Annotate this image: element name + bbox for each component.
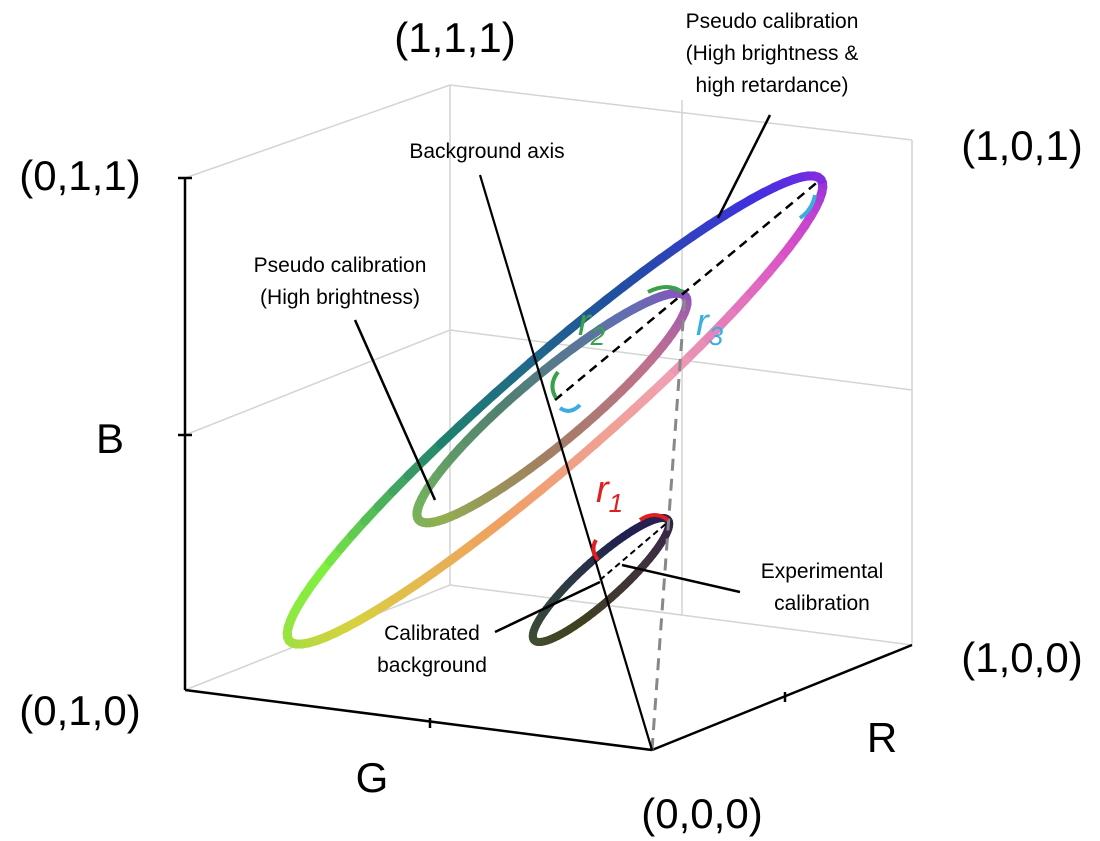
annotation: Pseudo calibration: [686, 10, 859, 33]
cube-grid: [184, 84, 913, 691]
annotation: Calibrated: [384, 622, 480, 645]
radius-labels: r1 r2 r3: [578, 302, 724, 518]
annotation: background: [377, 654, 487, 677]
corner-label: (0,0,0): [641, 790, 762, 837]
radius-label: r3: [696, 302, 724, 351]
corner-label: (1,0,1): [961, 122, 1082, 169]
annotation: calibration: [774, 592, 870, 615]
labels: (1,1,1) (0,1,1) (1,0,1) (0,1,0) (1,0,0) …: [19, 14, 1082, 837]
axis-label: B: [96, 415, 124, 462]
annotation: Background axis: [409, 140, 564, 163]
ellipse-segment: [678, 290, 691, 302]
radius-arcs: [550, 194, 817, 562]
dashed-lines: [478, 174, 821, 751]
radius-symbol: r: [596, 469, 610, 511]
annotations: Pseudo calibration (High brightness & hi…: [254, 10, 884, 677]
axes: [178, 176, 913, 752]
leaders: [353, 114, 772, 634]
annotation: Pseudo calibration: [254, 254, 427, 277]
radius-subscript: 1: [609, 488, 623, 518]
ellipses: [282, 171, 828, 649]
annotation: (High brightness): [260, 286, 420, 309]
axis-label: G: [356, 754, 389, 801]
corner-label: (1,0,0): [961, 634, 1082, 681]
radius-symbol: r: [578, 302, 592, 344]
radius-label: r2: [578, 302, 606, 351]
corner-label: (0,1,0): [19, 687, 140, 734]
radius-label: r1: [596, 469, 623, 518]
annotation: (High brightness &: [686, 42, 859, 65]
annotation: high retardance): [696, 74, 849, 97]
radius-subscript: 3: [709, 321, 724, 351]
corner-label: (0,1,1): [19, 152, 140, 199]
ellipse-segment: [813, 172, 826, 185]
axis-label: R: [867, 714, 897, 761]
annotation: Experimental: [761, 560, 884, 583]
radius-subscript: 2: [590, 321, 606, 351]
corner-label: (1,1,1): [394, 14, 515, 61]
radius-symbol: r: [696, 302, 710, 344]
